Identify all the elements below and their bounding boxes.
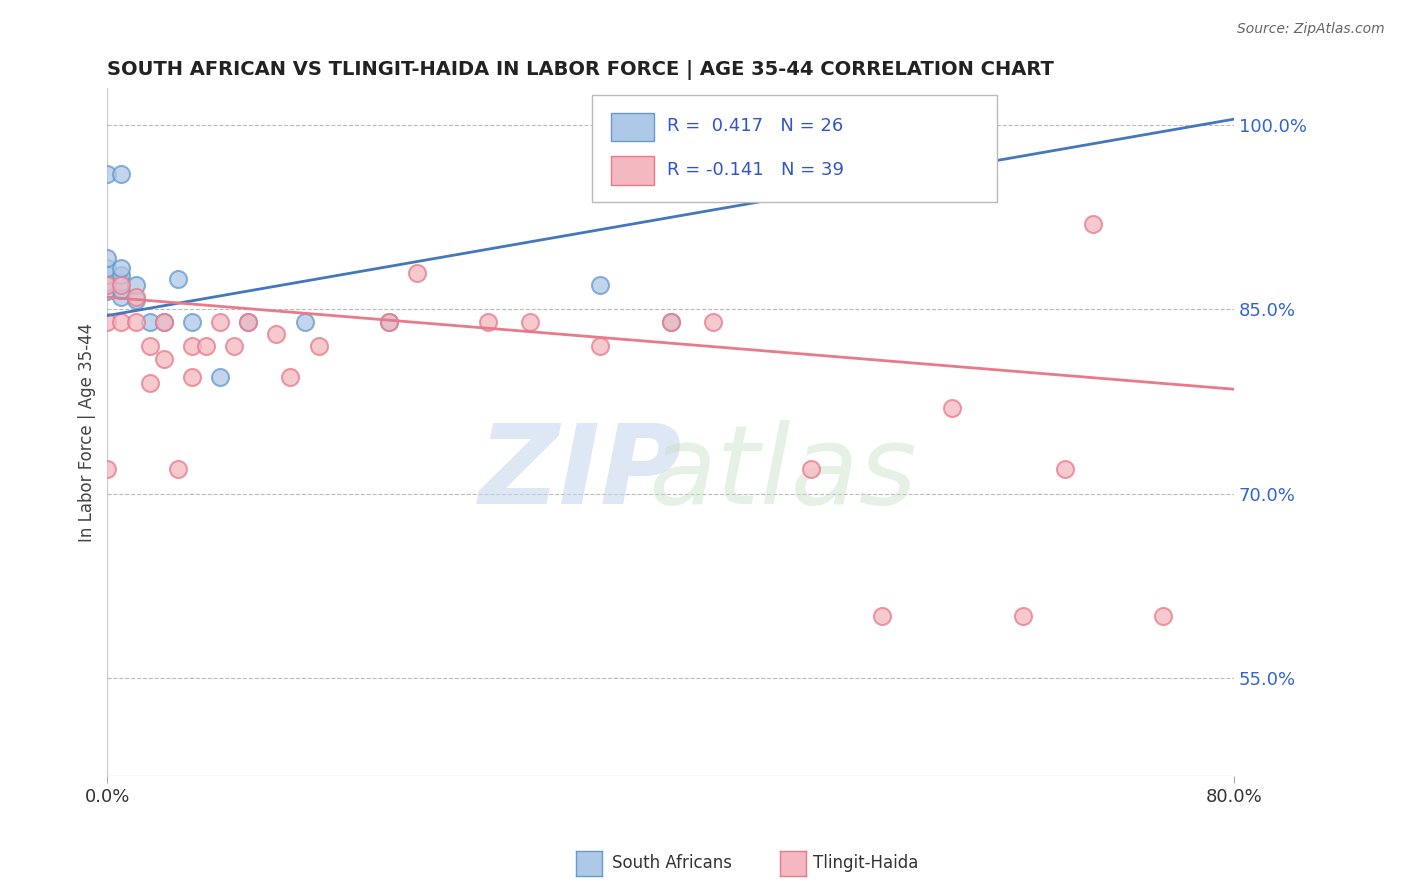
Point [152,315,174,329]
Point [110,260,132,275]
Point [519,315,541,329]
Point [96,462,118,476]
Point [294,315,316,329]
Y-axis label: In Labor Force | Age 35-44: In Labor Force | Age 35-44 [79,323,96,541]
Point [378,315,401,329]
Point [308,339,330,353]
Point [124,290,146,304]
Point [110,315,132,329]
FancyBboxPatch shape [592,95,997,202]
Point [659,315,682,329]
Point [941,401,963,415]
Point [870,609,893,624]
Point [124,277,146,292]
Point [1152,609,1174,624]
Point [96,168,118,182]
Point [224,339,246,353]
Text: Source: ZipAtlas.com: Source: ZipAtlas.com [1237,22,1385,37]
Point [1081,217,1104,231]
Point [110,168,132,182]
Text: R =  0.417   N = 26: R = 0.417 N = 26 [668,117,844,136]
Point [124,315,146,329]
Point [96,315,118,329]
Point [406,266,429,280]
Point [180,370,202,384]
Point [110,283,132,297]
Point [238,315,260,329]
Point [238,315,260,329]
Point [589,339,612,353]
Point [96,277,118,292]
Point [152,351,174,366]
Point [208,315,231,329]
FancyBboxPatch shape [610,112,654,142]
Point [110,290,132,304]
Point [138,315,160,329]
Point [378,315,401,329]
Point [166,462,188,476]
Point [659,315,682,329]
Point [280,370,302,384]
Point [110,277,132,292]
Text: South Africans: South Africans [612,855,731,872]
Point [180,339,202,353]
Text: ZIP: ZIP [478,420,682,527]
Point [1053,462,1076,476]
Point [208,370,231,384]
Point [152,315,174,329]
Point [800,462,823,476]
Point [96,276,118,290]
Point [96,251,118,265]
Text: Tlingit-Haida: Tlingit-Haida [813,855,918,872]
Point [96,260,118,275]
Point [138,339,160,353]
Text: R = -0.141   N = 39: R = -0.141 N = 39 [668,161,844,178]
Point [110,276,132,290]
Text: SOUTH AFRICAN VS TLINGIT-HAIDA IN LABOR FORCE | AGE 35-44 CORRELATION CHART: SOUTH AFRICAN VS TLINGIT-HAIDA IN LABOR … [107,60,1054,79]
Point [266,326,288,341]
Point [1011,609,1033,624]
FancyBboxPatch shape [610,156,654,185]
Point [138,376,160,390]
Point [96,284,118,298]
Text: atlas: atlas [650,420,918,527]
Point [589,277,612,292]
Point [194,339,217,353]
Point [124,293,146,307]
Point [180,315,202,329]
Point [702,315,724,329]
Point [110,268,132,282]
Point [166,271,188,285]
Point [96,268,118,282]
Point [477,315,499,329]
